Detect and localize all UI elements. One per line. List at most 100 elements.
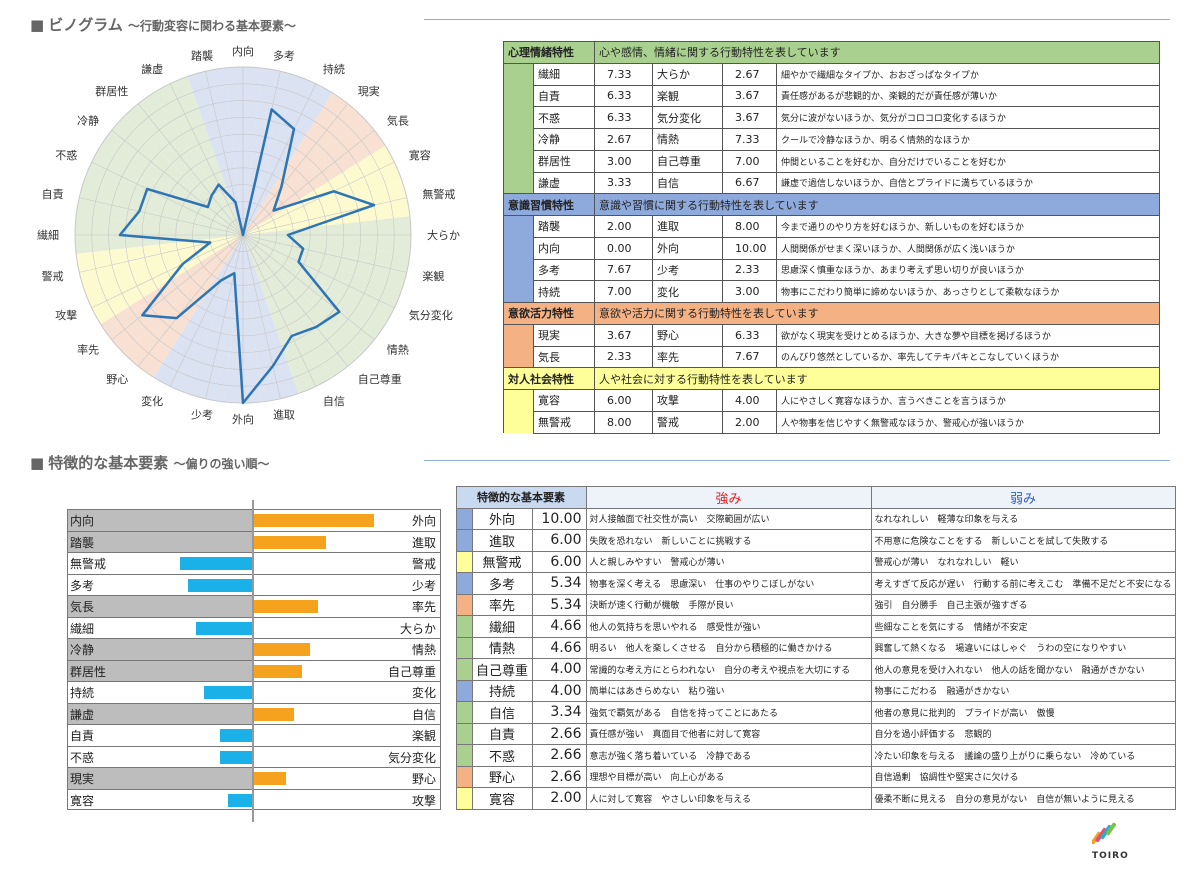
trait-a: 持続 bbox=[533, 280, 595, 303]
bias-left-label: 群居性 bbox=[70, 664, 107, 679]
feature-score: 6.00 bbox=[531, 529, 587, 552]
radar-axis-label: 大らか bbox=[427, 228, 460, 242]
features-table: 特徴的な基本要素 強み 弱み 外向 10.00 対人接触面で社交性が高い 交際範囲が… bbox=[442, 486, 1176, 810]
radar-axis-label: 気分変化 bbox=[409, 308, 453, 322]
section1-title: ■ ビノグラム ～行動変容に関わる基本要素～ bbox=[30, 16, 296, 34]
traits-group-desc: 人や社会に対する行動特性を表しています bbox=[594, 367, 1160, 390]
bias-right-cell: 楽観 bbox=[252, 725, 440, 746]
blank-cell bbox=[442, 616, 456, 638]
radar-spoke bbox=[242, 197, 407, 236]
trait-a: 自責 bbox=[533, 84, 595, 108]
trait-b: 変化 bbox=[652, 280, 723, 303]
section2-divider bbox=[424, 460, 1170, 461]
radar-axis-label: 野心 bbox=[106, 373, 128, 386]
feature-strength: 理想や目標が高い 向上心がある bbox=[585, 765, 872, 788]
feature-score: 4.66 bbox=[531, 615, 587, 638]
traits-row: 繊細 7.33 大らか 2.67 細やかで繊細なタイプか、おおざっぱなタイプか bbox=[503, 62, 1160, 86]
radar-band bbox=[243, 235, 333, 394]
bias-left-label: 謙虚 bbox=[70, 707, 95, 722]
blank-cell bbox=[442, 637, 456, 659]
bias-right-label: 外向 bbox=[411, 514, 436, 528]
bias-bar-left bbox=[180, 557, 252, 570]
section1-divider bbox=[424, 19, 1170, 20]
feature-name: 不惑 bbox=[471, 744, 533, 767]
trait-b-value: 4.00 bbox=[722, 389, 777, 412]
trait-a: 多考 bbox=[533, 258, 595, 282]
feature-row: 情熱 4.66 明るい 他人を楽しくさせる 自分から積極的に働きかける 興奮して熱くな… bbox=[442, 636, 1176, 659]
traits-group-swatch bbox=[503, 346, 534, 368]
bias-row: 持続 変化 bbox=[67, 681, 441, 703]
feature-name: 野心 bbox=[471, 765, 533, 788]
section1-subtitle: ～行動変容に関わる基本要素～ bbox=[127, 19, 296, 33]
feature-weakness: 不用意に危険なことをする 新しいことを試して失敗する bbox=[870, 529, 1176, 552]
radar-axis-label: 踏襲 bbox=[191, 49, 213, 63]
radar-axis-label: 攻撃 bbox=[55, 308, 77, 322]
radar-band bbox=[243, 235, 402, 325]
feature-weakness: 警戒心が薄い なれなれしい 軽い bbox=[870, 550, 1176, 573]
radar-axis-label: 変化 bbox=[141, 394, 163, 408]
radar-axis-label: 気長 bbox=[387, 113, 409, 127]
trait-b: 率先 bbox=[652, 345, 723, 369]
feature-score: 2.66 bbox=[531, 744, 587, 767]
blank-cell bbox=[442, 702, 456, 724]
trait-a: 寛容 bbox=[533, 389, 595, 412]
traits-group-swatch bbox=[503, 411, 534, 433]
bias-right-label: 気分変化 bbox=[387, 750, 436, 765]
radar-spoke bbox=[242, 83, 317, 236]
square-bullet-icon: ■ bbox=[30, 454, 45, 472]
traits-group-swatch bbox=[503, 128, 534, 151]
bias-right-label: 率先 bbox=[411, 600, 436, 614]
blank-cell bbox=[442, 530, 456, 552]
trait-b: 攻撃 bbox=[652, 389, 723, 412]
feature-name: 寛容 bbox=[471, 787, 533, 810]
bias-bar-left bbox=[204, 686, 252, 699]
feature-name: 外向 bbox=[471, 507, 533, 530]
traits-group-header: 意欲活力特性 意欲や活力に関する行動特性を表しています bbox=[503, 302, 1160, 325]
bias-left-cell: 謙虚 bbox=[68, 703, 252, 724]
feature-row: 進取 6.00 失敗を恐れない 新しいことに挑戦する 不用意に危険なことをする 新しい… bbox=[442, 529, 1176, 552]
feature-group-swatch bbox=[455, 658, 473, 681]
radar-spoke bbox=[138, 234, 244, 367]
feature-name: 自責 bbox=[471, 722, 533, 745]
traits-group-swatch bbox=[503, 324, 534, 346]
traits-group-swatch bbox=[503, 259, 534, 281]
trait-description: 欲がなく現実を受けとめるほうか、大きな夢や目標を掲げるほうか bbox=[776, 323, 1160, 347]
bias-right-label: 自信 bbox=[411, 707, 436, 722]
trait-b: 大らか bbox=[652, 62, 723, 86]
feature-score: 5.34 bbox=[531, 572, 587, 595]
radar-band bbox=[243, 68, 299, 235]
bias-bar-left bbox=[220, 750, 252, 764]
radar-axis-label: 自責 bbox=[42, 187, 64, 201]
radar-axis-label: 現実 bbox=[358, 84, 380, 98]
radar-spoke bbox=[91, 234, 244, 309]
blank-cell bbox=[442, 594, 456, 616]
traits-row: 群居性 3.00 自己尊重 7.00 仲間といることを好むか、自分だけでいることを好むか bbox=[503, 149, 1160, 173]
bias-row: 冷静 情熱 bbox=[67, 638, 441, 660]
radar-spoke bbox=[242, 234, 348, 367]
bias-row: 気長 率先 bbox=[67, 595, 441, 617]
traits-group-swatch bbox=[503, 85, 534, 107]
feature-score: 4.66 bbox=[531, 636, 587, 659]
feature-group-swatch bbox=[455, 701, 473, 724]
blank-cell bbox=[442, 551, 456, 573]
traits-group-desc: 心や感情、情緒に関する行動特性を表しています bbox=[594, 41, 1160, 64]
radar-spoke bbox=[169, 234, 244, 387]
radar-axis-label: 外向 bbox=[232, 412, 254, 426]
feature-weakness: 物事にこだわる 融通がきかない bbox=[870, 679, 1176, 702]
trait-description: 謙虚で過信しないほうか、自信とプライドに満ちているほうか bbox=[776, 171, 1160, 195]
feature-strength: 他人の気持ちを思いやれる 感受性が強い bbox=[585, 615, 872, 638]
traits-group-name: 心理情緒特性 bbox=[503, 41, 595, 64]
trait-b-value: 3.00 bbox=[722, 280, 777, 303]
bias-right-cell: 少考 bbox=[252, 575, 440, 596]
feature-weakness: 冷たい印象を与える 議論の盛り上がりに乗らない 冷めている bbox=[870, 744, 1176, 767]
bias-row: 内向 外向 bbox=[67, 509, 441, 531]
feature-name: 多考 bbox=[471, 572, 533, 595]
radar-axis-label: 内向 bbox=[232, 44, 254, 58]
feature-weakness: 他者の意見に批判的 プライドが高い 傲慢 bbox=[870, 701, 1176, 724]
bias-right-label: 進取 bbox=[411, 535, 436, 550]
trait-b-value: 7.33 bbox=[722, 128, 777, 151]
feature-group-swatch bbox=[455, 572, 473, 595]
traits-group-desc: 意欲や活力に関する行動特性を表しています bbox=[594, 302, 1160, 325]
trait-b: 少考 bbox=[652, 258, 723, 282]
traits-row: 持続 7.00 変化 3.00 物事にこだわり簡単に諦めないほうか、あっさりとして柔軟な… bbox=[503, 280, 1160, 303]
